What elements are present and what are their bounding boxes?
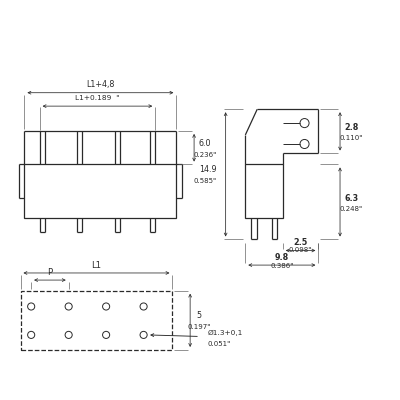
Text: 9.8: 9.8 <box>275 254 289 262</box>
Text: L1+0.189  ": L1+0.189 " <box>75 95 120 101</box>
Text: 2.5: 2.5 <box>294 238 308 247</box>
Text: 0.386": 0.386" <box>270 263 294 269</box>
Text: 0.248": 0.248" <box>340 206 363 212</box>
Text: 0.051": 0.051" <box>208 341 231 347</box>
Text: L1+4,8: L1+4,8 <box>86 80 114 88</box>
Text: 0.098": 0.098" <box>289 248 312 254</box>
Text: 0.236": 0.236" <box>194 152 217 158</box>
Text: 0.110": 0.110" <box>339 136 363 142</box>
Bar <box>245 164 283 218</box>
Text: 6.0: 6.0 <box>199 138 211 148</box>
Text: 0.585": 0.585" <box>194 178 217 184</box>
Bar <box>20 291 172 350</box>
Text: 14.9: 14.9 <box>199 165 217 174</box>
Text: 0.197": 0.197" <box>187 324 210 330</box>
Text: 5: 5 <box>196 311 201 320</box>
Bar <box>24 164 176 218</box>
Text: 6.3: 6.3 <box>344 194 358 202</box>
Text: P: P <box>47 268 52 278</box>
Text: Ø1.3+0,1: Ø1.3+0,1 <box>208 330 243 336</box>
Text: L1: L1 <box>91 260 102 270</box>
Text: 2.8: 2.8 <box>344 123 358 132</box>
